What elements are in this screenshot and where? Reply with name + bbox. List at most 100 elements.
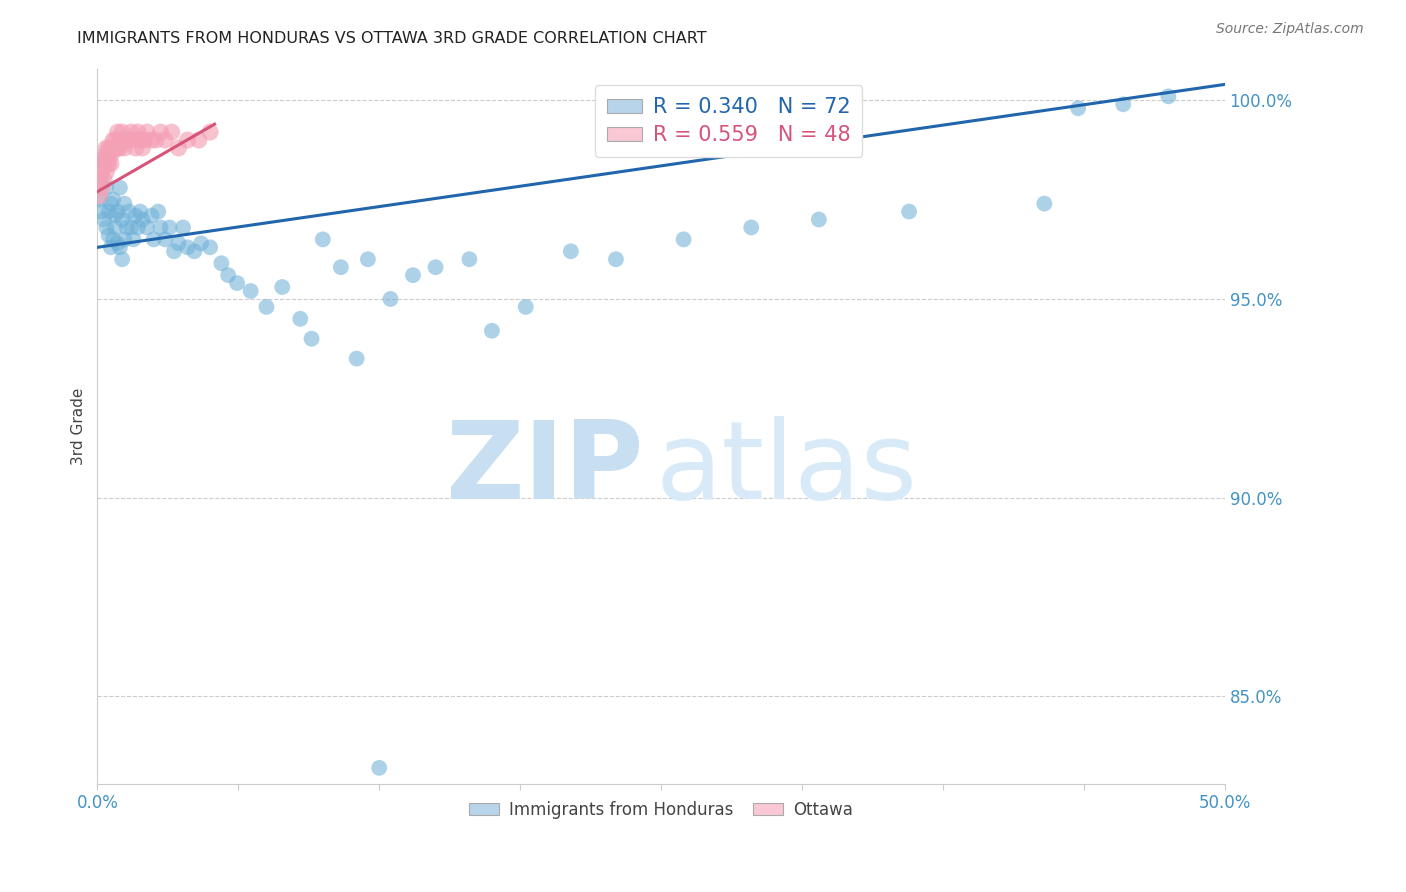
Point xyxy=(368,761,391,775)
Point xyxy=(167,141,190,155)
Point xyxy=(107,204,129,219)
Point xyxy=(97,204,120,219)
Point xyxy=(96,157,118,171)
Point xyxy=(402,268,425,282)
Point xyxy=(153,133,176,147)
Point xyxy=(112,133,135,147)
Point xyxy=(96,180,118,194)
Point xyxy=(481,324,503,338)
Point xyxy=(101,133,124,147)
Point xyxy=(96,141,118,155)
Point xyxy=(217,268,239,282)
Point xyxy=(104,141,127,155)
Text: Source: ZipAtlas.com: Source: ZipAtlas.com xyxy=(1216,22,1364,37)
Point xyxy=(149,220,172,235)
Point xyxy=(108,180,131,194)
Point xyxy=(1067,101,1090,115)
Point xyxy=(740,220,762,235)
Point xyxy=(312,232,335,246)
Point xyxy=(807,212,830,227)
Point xyxy=(118,204,141,219)
Point xyxy=(100,149,122,163)
Point xyxy=(226,276,249,290)
Point xyxy=(93,173,115,187)
Point xyxy=(97,149,120,163)
Point xyxy=(101,193,124,207)
Point xyxy=(127,125,149,139)
Point xyxy=(458,252,481,267)
Point xyxy=(127,220,149,235)
Point xyxy=(187,133,209,147)
Point xyxy=(115,133,138,147)
Text: atlas: atlas xyxy=(655,416,917,522)
Point xyxy=(101,141,124,155)
Point xyxy=(141,133,163,147)
Point xyxy=(100,240,122,254)
Point xyxy=(100,141,122,155)
Point xyxy=(149,125,172,139)
Point xyxy=(89,193,111,207)
Point xyxy=(120,220,142,235)
Point xyxy=(145,133,167,147)
Point xyxy=(380,292,402,306)
Point xyxy=(111,133,134,147)
Point xyxy=(167,236,190,251)
Point xyxy=(357,252,380,267)
Point xyxy=(1112,97,1135,112)
Point xyxy=(90,180,112,194)
Point xyxy=(107,125,129,139)
Point xyxy=(425,260,447,275)
Text: ZIP: ZIP xyxy=(446,416,644,522)
Point xyxy=(176,133,198,147)
Point xyxy=(96,220,118,235)
Point xyxy=(96,165,118,179)
Point xyxy=(120,125,142,139)
Point xyxy=(129,204,152,219)
Point xyxy=(125,209,148,223)
Point xyxy=(111,125,134,139)
Point xyxy=(104,209,127,223)
Point xyxy=(136,220,159,235)
Point xyxy=(290,311,312,326)
Point xyxy=(108,133,131,147)
Point xyxy=(89,188,111,202)
Point xyxy=(104,220,127,235)
Point xyxy=(1157,89,1180,103)
Point xyxy=(148,204,170,219)
Point xyxy=(90,153,112,167)
Point xyxy=(111,252,134,267)
Point xyxy=(153,232,176,246)
Point xyxy=(112,232,135,246)
Point xyxy=(160,125,183,139)
Point xyxy=(112,196,135,211)
Y-axis label: 3rd Grade: 3rd Grade xyxy=(72,387,86,465)
Point xyxy=(176,240,198,254)
Point xyxy=(100,157,122,171)
Point xyxy=(329,260,352,275)
Point xyxy=(111,212,134,227)
Point xyxy=(131,212,153,227)
Point xyxy=(142,232,165,246)
Point xyxy=(118,133,141,147)
Point xyxy=(515,300,537,314)
Point xyxy=(90,204,112,219)
Point xyxy=(301,332,323,346)
Point xyxy=(104,133,127,147)
Point xyxy=(141,209,163,223)
Point xyxy=(122,133,145,147)
Point xyxy=(100,196,122,211)
Point xyxy=(107,141,129,155)
Point xyxy=(605,252,627,267)
Point xyxy=(136,125,159,139)
Point xyxy=(159,220,181,235)
Point xyxy=(90,165,112,179)
Legend: Immigrants from Honduras, Ottawa: Immigrants from Honduras, Ottawa xyxy=(463,794,860,825)
Point xyxy=(108,240,131,254)
Point xyxy=(108,141,131,155)
Point xyxy=(560,244,582,259)
Point xyxy=(101,232,124,246)
Point xyxy=(271,280,294,294)
Point xyxy=(346,351,368,366)
Point xyxy=(115,220,138,235)
Text: IMMIGRANTS FROM HONDURAS VS OTTAWA 3RD GRADE CORRELATION CHART: IMMIGRANTS FROM HONDURAS VS OTTAWA 3RD G… xyxy=(77,31,707,46)
